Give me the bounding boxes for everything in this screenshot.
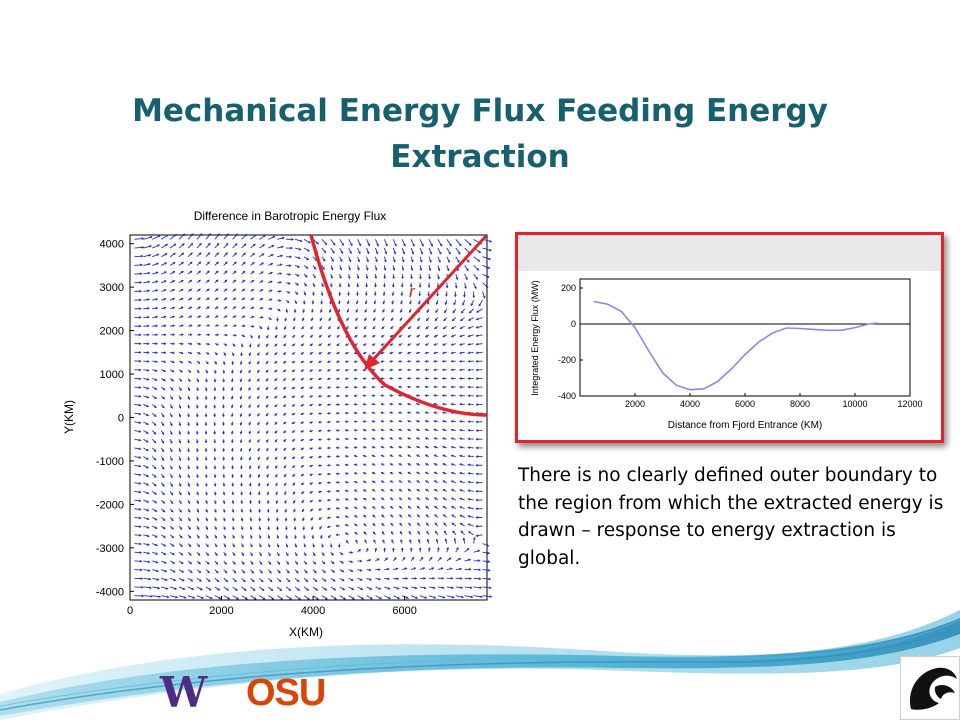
quiver-title: Difference in Barotropic Energy Flux (194, 209, 387, 223)
quiver-y-tick-label: -2000 (96, 499, 124, 511)
quiver-y-tick-label: -3000 (96, 543, 124, 555)
quiver-y-tick-label: 3000 (100, 282, 124, 294)
footer-wave-decoration (0, 598, 960, 720)
inset-y-label: Integrated Energy Flux (MW) (530, 280, 540, 396)
slide-title: Mechanical Energy Flux Feeding Energy Ex… (80, 88, 880, 180)
quiver-y-tick-label: 0 (118, 413, 124, 425)
inset-x-tick-label: 6000 (735, 399, 755, 409)
quiver-y-tick-label: -4000 (96, 586, 124, 598)
inset-x-label: Distance from Fjord Entrance (KM) (668, 420, 823, 431)
energy-flux-quiver-plot: Difference in Barotropic Energy Flux 0 20… (40, 205, 510, 645)
inset-x-tick-label: 2000 (625, 399, 645, 409)
quiver-y-tick-label: -1000 (96, 456, 124, 468)
inset-x-tick-label: 12000 (897, 399, 922, 409)
body-text: There is no clearly defined outer bounda… (518, 462, 958, 572)
quiver-y-tick-label: 2000 (100, 326, 124, 338)
inset-x-tick-label: 8000 (790, 399, 810, 409)
quiver-y-tick-label: 1000 (100, 369, 124, 381)
quiver-y-label: Y(KM) (62, 400, 76, 434)
wave-plug-icon (901, 657, 959, 719)
quiver-y-ticks: 4000 3000 2000 1000 0 -1000 -2000 -3000 -4000 (96, 239, 134, 599)
inset-y-tick-label: -400 (558, 391, 576, 401)
title-line-2: Extraction (80, 134, 880, 180)
inset-y-tick-label: -200 (558, 355, 576, 365)
quiver-y-tick-label: 4000 (100, 239, 124, 251)
uw-logo: W (160, 672, 206, 714)
inset-x-tick-label: 4000 (680, 399, 700, 409)
inset-x-tick-label: 10000 (842, 399, 867, 409)
inset-background (518, 271, 941, 440)
osu-logo: OSU (246, 673, 325, 713)
title-line-1: Mechanical Energy Flux Feeding Energy (80, 88, 880, 134)
corner-logo (900, 656, 960, 720)
inset-y-tick-label: 0 (571, 319, 576, 329)
inset-y-tick-label: 200 (561, 283, 576, 293)
quiver-axes-box (130, 235, 487, 600)
